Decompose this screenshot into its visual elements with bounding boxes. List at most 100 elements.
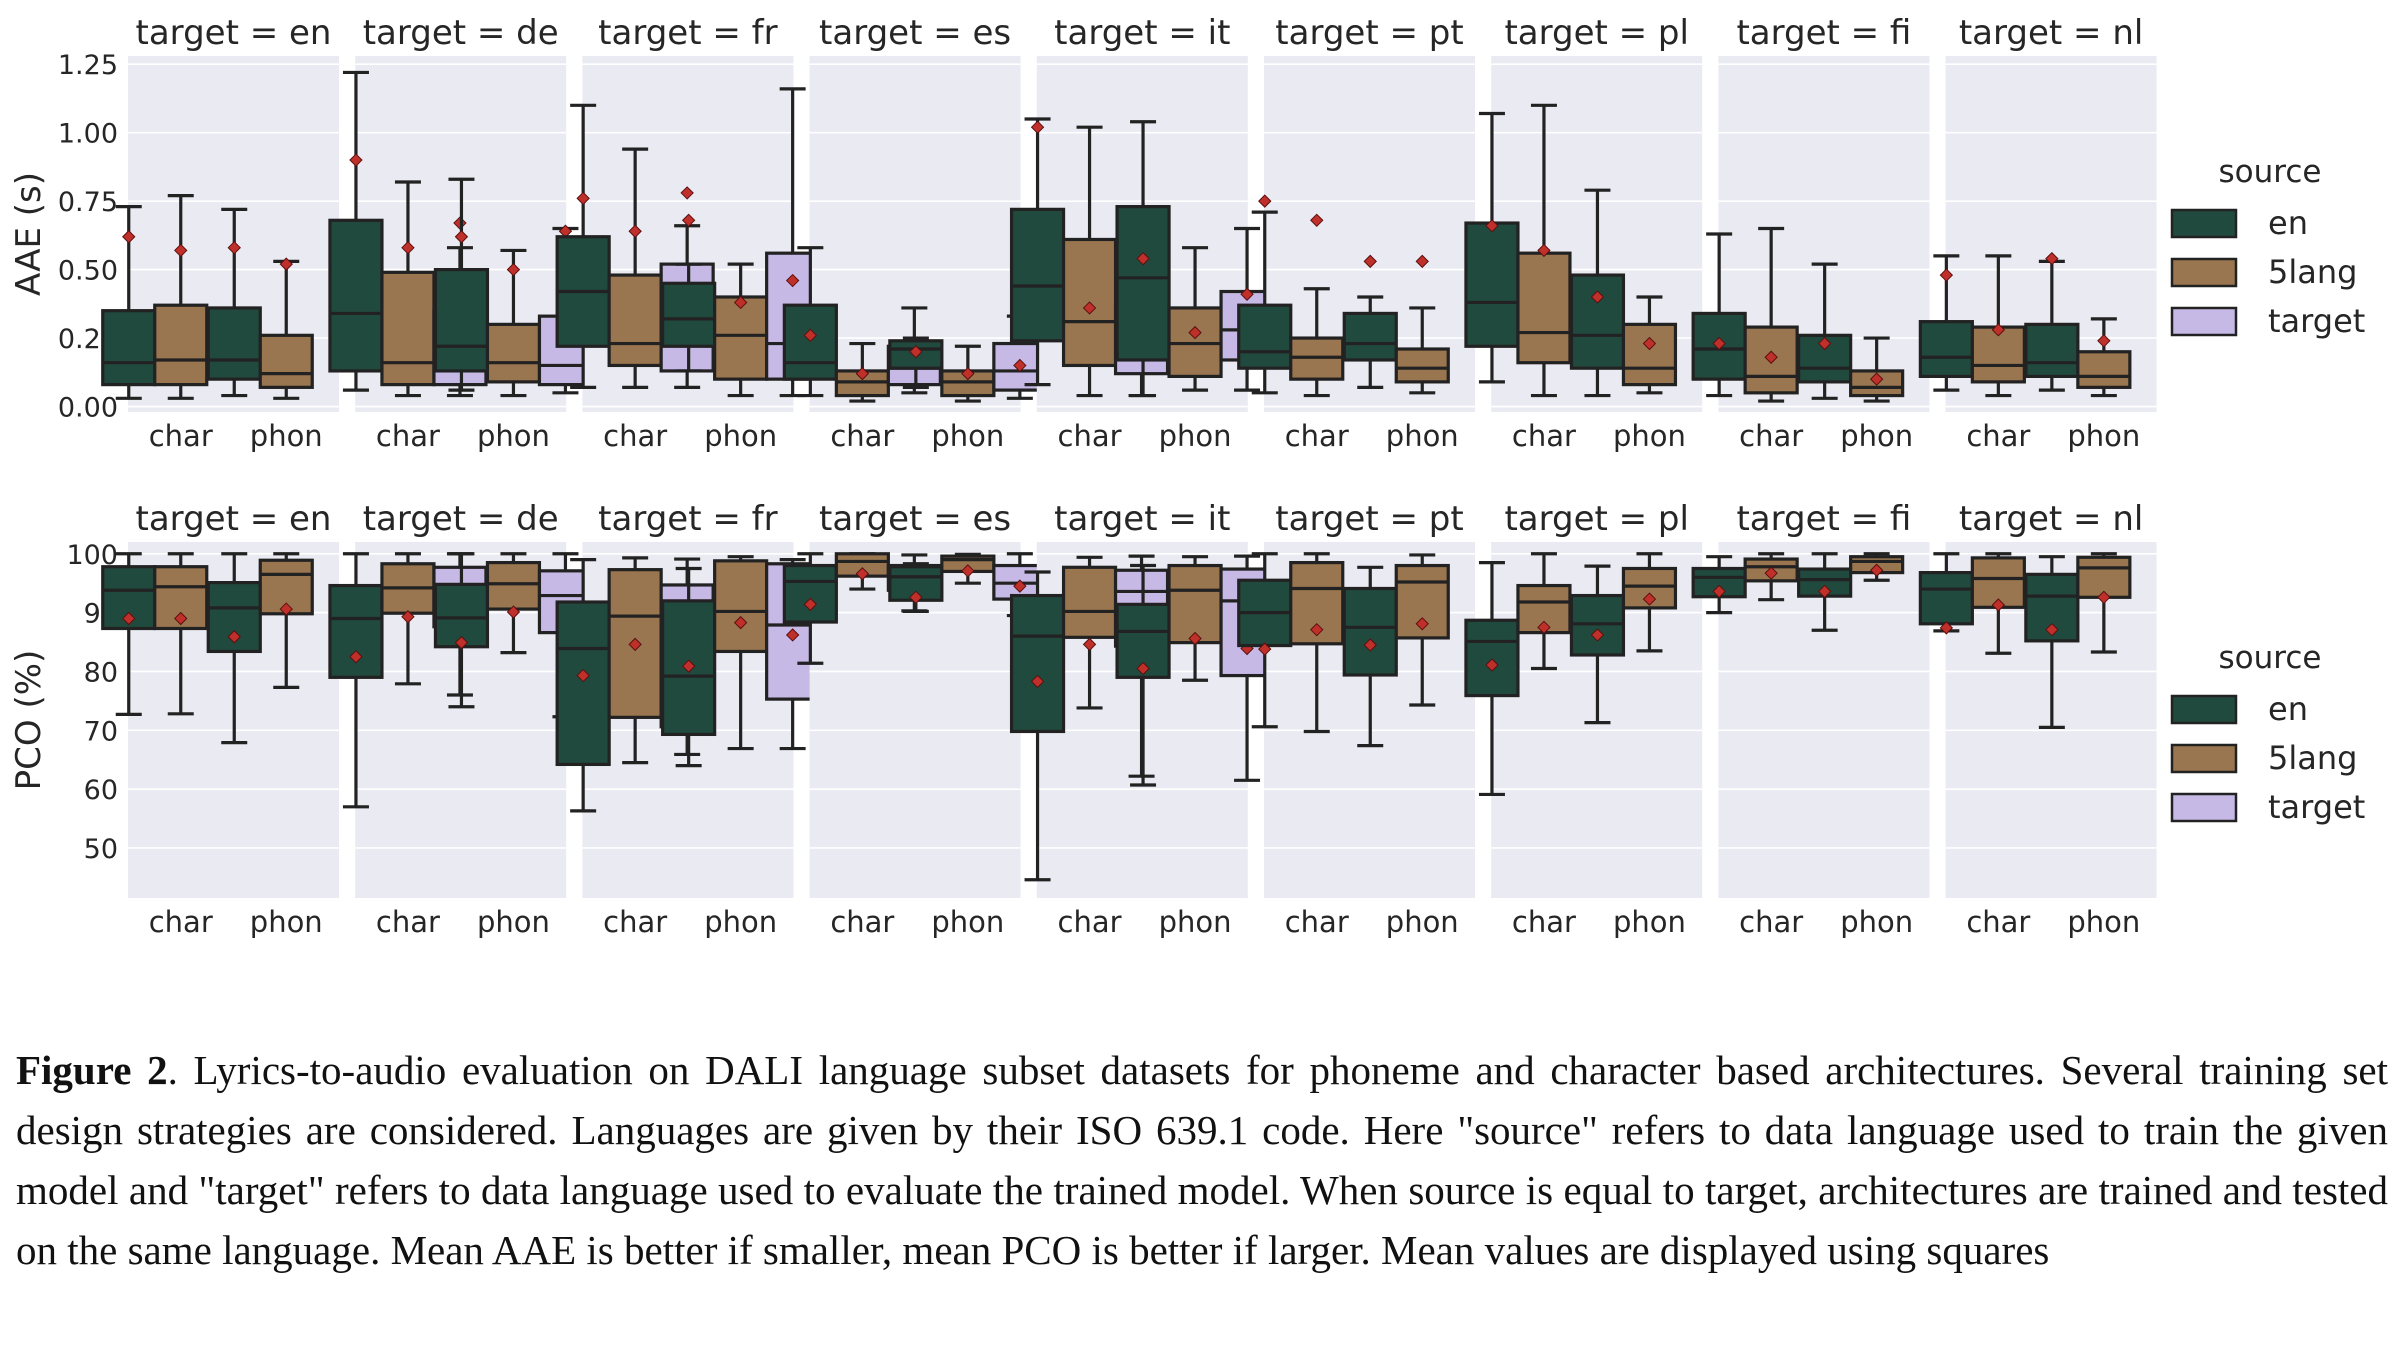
box-char-en [1691, 555, 1747, 615]
mean-marker [733, 615, 748, 630]
panel-title: target = pl [1504, 13, 1689, 53]
mean-marker [401, 240, 415, 255]
panel-title: target = pt [1275, 13, 1463, 53]
panel-title: target = pt [1275, 499, 1463, 539]
mean-marker [628, 224, 642, 238]
box-iqr [258, 333, 314, 389]
box-phon-target [537, 224, 594, 395]
x-tick-label: char [1058, 419, 1122, 453]
box-iqr [713, 559, 769, 654]
legend-row-2: source en 5lang target [2170, 640, 2365, 826]
box-char-5lang [1289, 213, 1345, 398]
box-iqr [2024, 322, 2080, 379]
mean-marker [1258, 642, 1272, 656]
y-tick-label: 50 [84, 834, 118, 865]
box-char-en [101, 552, 157, 717]
box-iqr [1009, 593, 1066, 734]
panel-title: target = fi [1736, 13, 1911, 53]
x-tick-label: char [1512, 905, 1576, 939]
box-iqr [1061, 565, 1118, 639]
x-tick-label: phon [1613, 419, 1686, 453]
box-phon-5lang [2076, 552, 2132, 654]
mean-marker [803, 597, 818, 612]
panel-title: target = en [136, 499, 332, 539]
mean-marker [1082, 637, 1097, 652]
legend-swatch [2170, 792, 2238, 823]
mean-marker [506, 262, 521, 277]
mean-marker [401, 610, 415, 624]
mean-marker [2045, 622, 2059, 637]
box-iqr [1115, 205, 1171, 362]
legend-label: target [2268, 788, 2365, 826]
box-char-5lang [380, 552, 436, 686]
mean-marker [1188, 631, 1202, 646]
panel-title: target = en [136, 13, 332, 53]
box-char-5lang [607, 147, 663, 389]
mean-marker [122, 230, 136, 244]
mean-marker [576, 191, 590, 206]
mean-marker [1764, 350, 1778, 364]
box-iqr [1918, 570, 1974, 626]
legend-entry-5lang: 5lang [2170, 739, 2357, 777]
box-phon-5lang [1849, 552, 1905, 582]
panel-title: target = it [1054, 499, 1230, 539]
box-char-5lang [1061, 125, 1118, 398]
mean-marker [1310, 213, 1324, 228]
x-tick-label: phon [2067, 905, 2140, 939]
y-tick-label: 70 [84, 716, 118, 747]
legend-entry-en: en [2170, 690, 2308, 728]
box-iqr [1237, 303, 1293, 370]
mean-marker [1869, 563, 1884, 577]
box-char-5lang [153, 552, 209, 716]
legend-title: source [2219, 154, 2322, 190]
mean-marker [1817, 584, 1832, 599]
legend-label: 5lang [2268, 253, 2357, 291]
panel-title: target = fr [598, 13, 777, 53]
x-tick-label: phon [2067, 419, 2140, 453]
panel-title: target = de [363, 499, 559, 539]
box-iqr [206, 306, 262, 381]
box-phon-5lang [2076, 317, 2132, 398]
y-tick-label: 80 [84, 657, 118, 688]
panel-target-pt: target = pt char phon [1237, 13, 1475, 453]
box-char-en [782, 552, 838, 665]
mean-marker [174, 243, 188, 258]
x-tick-label: phon [704, 905, 777, 939]
box-iqr [1621, 566, 1678, 610]
legend-swatch [2170, 306, 2238, 337]
mean-marker [1869, 372, 1884, 386]
y-axis-label: PCO (%) [9, 650, 49, 791]
box-phon-en [206, 207, 262, 398]
x-tick-label: char [376, 419, 440, 453]
box-char-5lang [607, 556, 663, 765]
box-iqr [433, 268, 490, 373]
mean-marker [1991, 323, 2006, 337]
box-phon-5lang [258, 552, 314, 689]
x-tick-label: char [603, 419, 667, 453]
box-iqr [1394, 347, 1450, 384]
box-phon-en [1115, 120, 1171, 398]
x-tick-label: phon [477, 905, 550, 939]
box-char-en [1464, 560, 1520, 797]
box-phon-en [1797, 552, 1853, 632]
panel-target-nl: target = nl char phon [1918, 13, 2157, 453]
mean-marker [855, 366, 870, 381]
x-tick-label: phon [477, 419, 550, 453]
panel-title: target = nl [1959, 499, 2143, 539]
box-phon-en [206, 552, 262, 745]
mean-marker [785, 628, 800, 642]
mean-marker [174, 611, 188, 626]
mean-marker [1013, 579, 1027, 593]
y-tick-label: 0.00 [58, 393, 118, 424]
y-tick-label: 0.50 [58, 256, 118, 287]
box-phon-5lang [1394, 553, 1450, 707]
box-iqr [101, 309, 157, 387]
box-char-en [1009, 570, 1066, 882]
caption-label: Figure 2 [16, 1047, 168, 1093]
x-tick-label: phon [1840, 419, 1913, 453]
mean-marker [122, 611, 136, 626]
panel-target-pl: target = pl char phon [1464, 13, 1703, 453]
box-phon-en [1797, 262, 1853, 400]
box-iqr [153, 565, 209, 631]
mean-marker [227, 630, 241, 644]
